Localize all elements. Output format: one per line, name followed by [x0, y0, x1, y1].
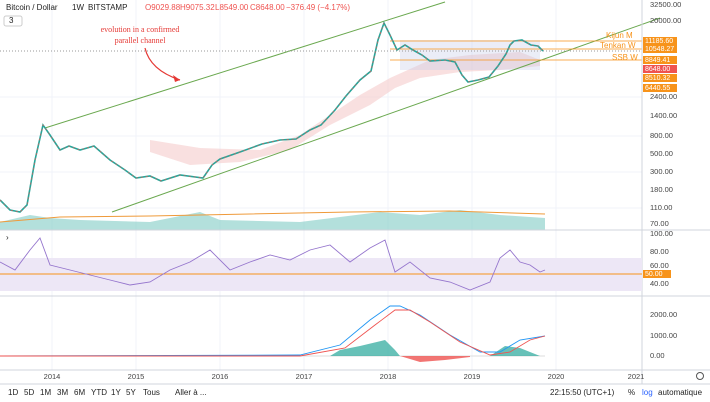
collapse-count: 3: [9, 16, 14, 25]
log-toggle[interactable]: log: [642, 388, 653, 397]
range-button[interactable]: 5Y: [126, 388, 136, 397]
annotation: parallel channel: [115, 36, 167, 45]
settings-icon[interactable]: [696, 372, 704, 380]
macd-tick-label: 0.00: [650, 351, 665, 360]
x-tick-label: 2020: [548, 372, 565, 381]
price-box: [643, 56, 677, 64]
price-box: [643, 74, 677, 82]
cloud: [150, 52, 540, 165]
price-box-label: 10548.27: [645, 46, 674, 53]
x-tick-label: 2019: [464, 372, 481, 381]
price-box: [643, 45, 677, 53]
clock: 22:15:50 (UTC+1): [550, 388, 615, 397]
annotation: evolution in a confirmed: [101, 25, 180, 34]
rsi-tick-label: 40.00: [650, 279, 669, 288]
channel-lower: [111, 17, 661, 213]
y-tick-label: 32500.00: [650, 0, 681, 9]
auto-toggle[interactable]: automatique: [658, 388, 703, 397]
grid: [0, 0, 642, 370]
y-tick-label: 20000.00: [650, 16, 681, 25]
rsi-tick-label: 100.00: [650, 229, 673, 238]
macd-hist: [330, 340, 400, 356]
x-tick-label: 2017: [296, 372, 313, 381]
y-tick-label: 500.00: [650, 149, 673, 158]
channel-upper: [44, 1, 446, 129]
range-button[interactable]: 1Y: [111, 388, 121, 397]
range-button[interactable]: YTD: [91, 388, 107, 397]
goto-button[interactable]: Aller à ...: [175, 388, 207, 397]
range-button[interactable]: 1M: [40, 388, 51, 397]
price-box-label: 8849.41: [645, 57, 670, 64]
pane-label: ›: [6, 233, 9, 242]
pane-separators: [0, 0, 710, 385]
rsi-tick-label: 50.00: [645, 271, 663, 278]
x-tick-label: 2016: [212, 372, 229, 381]
arrowhead: [173, 75, 180, 82]
x-tick-label: 2014: [44, 372, 61, 381]
y-tick-label: 800.00: [650, 131, 673, 140]
ohlc-low: L8549.00: [215, 3, 249, 12]
rsi-tick-label: 60.00: [650, 261, 669, 270]
price-box: [643, 37, 677, 45]
interval: 1W: [72, 3, 84, 12]
x-tick-label: 2018: [380, 372, 397, 381]
ohlc-open: O9029.88: [145, 3, 181, 12]
rsi-tick-label: 80.00: [650, 247, 669, 256]
ohlc-change: −376.49 (−4.17%): [286, 3, 350, 12]
line-label: Kijun M: [606, 31, 633, 40]
percent-toggle[interactable]: %: [628, 388, 635, 397]
range-button[interactable]: 6M: [74, 388, 85, 397]
range-button[interactable]: 1D: [8, 388, 18, 397]
macd-tick-label: 1000.00: [650, 331, 677, 340]
x-tick-label: 2015: [128, 372, 145, 381]
rsi-line: [0, 237, 546, 291]
volume: [0, 210, 545, 230]
signal-line: [0, 309, 546, 357]
range-button[interactable]: 5D: [24, 388, 34, 397]
time-axis: 2014 2015 2016 2017 2018 2019 2020 2021: [44, 372, 645, 381]
symbol: Bitcoin / Dollar: [6, 3, 58, 12]
range-button[interactable]: Tous: [143, 388, 160, 397]
ohlc-close: C8648.00: [250, 3, 285, 12]
price-series-down: [0, 22, 544, 213]
price-box: [643, 84, 677, 92]
exchange: BITSTAMP: [88, 3, 127, 12]
macd-hist: [400, 356, 470, 362]
macd-tick-label: 2000.00: [650, 310, 677, 319]
line-label: SSB W: [612, 53, 638, 62]
y-tick-label: 2400.00: [650, 92, 677, 101]
y-tick-label: 110.00: [650, 203, 672, 212]
line-label: Tenkan W: [600, 41, 636, 50]
rsi-box: [643, 270, 671, 278]
toolbar: 1D 5D 1M 3M 6M YTD 1Y 5Y Tous Aller à ..…: [8, 372, 704, 397]
y-tick-label: 70.00: [650, 219, 669, 228]
price-box-label: 6440.55: [645, 85, 670, 92]
y-tick-label: 180.00: [650, 185, 673, 194]
y-tick-label: 300.00: [650, 167, 673, 176]
volume-ma: [0, 210, 546, 223]
ohlc-high: H9075.32: [180, 3, 215, 12]
price-box-label: 11185.60: [645, 38, 673, 45]
x-tick-label: 2021: [628, 372, 645, 381]
zone: [400, 40, 540, 70]
range-button[interactable]: 3M: [57, 388, 68, 397]
price-box-label: 8510.32: [645, 75, 670, 82]
price-box-label: 8648.00: [645, 66, 670, 73]
price-axis: 32500.00 20000.00 2400.00 1400.00 800.00…: [600, 0, 681, 228]
price-box: [643, 65, 677, 73]
collapse-button[interactable]: [3, 15, 23, 27]
y-tick-label: 1400.00: [650, 111, 677, 120]
